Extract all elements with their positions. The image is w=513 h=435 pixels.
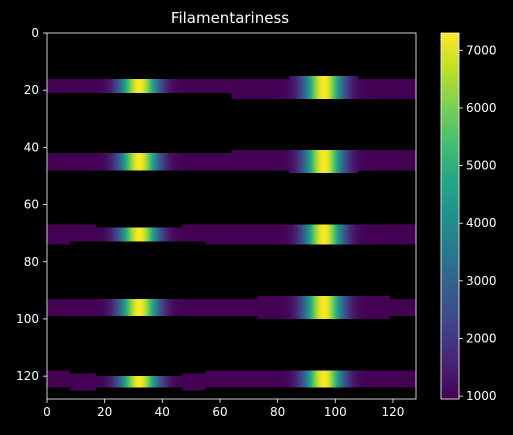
y-tick-label: 20 bbox=[24, 83, 39, 97]
colorbar-tick-label: 6000 bbox=[466, 101, 497, 115]
x-tick-label: 100 bbox=[324, 405, 347, 419]
filament-segment bbox=[47, 153, 232, 171]
filament-band bbox=[47, 150, 416, 174]
filament-segment bbox=[390, 298, 416, 317]
colorbar: 1000 2000 3000 4000 5000 6000 7000 bbox=[440, 32, 497, 403]
x-tick-label: 20 bbox=[97, 405, 112, 419]
x-tick-label: 80 bbox=[270, 405, 285, 419]
x-axis: 0 20 40 60 80 100 120 bbox=[43, 399, 404, 419]
y-tick-label: 0 bbox=[31, 26, 39, 40]
colorbar-gradient bbox=[440, 32, 460, 400]
filament-segment bbox=[47, 78, 232, 94]
y-tick-label: 120 bbox=[16, 369, 39, 383]
filament-band bbox=[47, 75, 416, 99]
filament-segment bbox=[289, 150, 359, 174]
y-tick-label: 60 bbox=[24, 198, 39, 212]
filament-segment bbox=[231, 150, 290, 171]
x-tick-label: 0 bbox=[43, 405, 51, 419]
colorbar-tick-label: 1000 bbox=[466, 389, 497, 403]
plot-frame bbox=[46, 32, 417, 400]
y-tick-label: 80 bbox=[24, 255, 39, 269]
x-tick-label: 60 bbox=[212, 405, 227, 419]
filament-segment bbox=[231, 78, 290, 99]
colorbar-tick-label: 4000 bbox=[466, 216, 497, 230]
filament-segment bbox=[96, 376, 183, 388]
filament-band bbox=[47, 224, 416, 245]
filament-segment bbox=[358, 150, 416, 171]
filament-segment bbox=[205, 370, 416, 388]
filament-segment bbox=[289, 75, 359, 99]
y-axis: 0 20 40 60 80 100 120 bbox=[16, 26, 47, 383]
y-tick-label: 100 bbox=[16, 312, 39, 326]
filament-segment bbox=[182, 373, 206, 391]
colorbar-tick-label: 3000 bbox=[466, 274, 497, 288]
colorbar-tick-label: 7000 bbox=[466, 43, 497, 57]
filament-segment bbox=[257, 296, 391, 319]
filament-segment bbox=[205, 224, 416, 245]
filament-segment bbox=[70, 373, 97, 391]
filament-segment bbox=[47, 370, 71, 388]
filament-segment bbox=[47, 298, 258, 317]
filament-band bbox=[47, 370, 416, 391]
x-tick-label: 40 bbox=[155, 405, 170, 419]
heatmap-bands bbox=[47, 75, 416, 391]
y-tick-label: 40 bbox=[24, 140, 39, 154]
filament-segment bbox=[358, 78, 416, 99]
colorbar-tick-label: 5000 bbox=[466, 159, 497, 173]
filament-segment bbox=[47, 224, 71, 245]
filament-segment bbox=[182, 224, 206, 242]
chart-title: Filamentariness bbox=[171, 9, 289, 27]
filament-segment bbox=[96, 227, 183, 242]
x-tick-label: 120 bbox=[381, 405, 404, 419]
filament-band bbox=[47, 296, 416, 319]
filament-segment bbox=[70, 224, 97, 242]
colorbar-tick-label: 2000 bbox=[466, 331, 497, 345]
